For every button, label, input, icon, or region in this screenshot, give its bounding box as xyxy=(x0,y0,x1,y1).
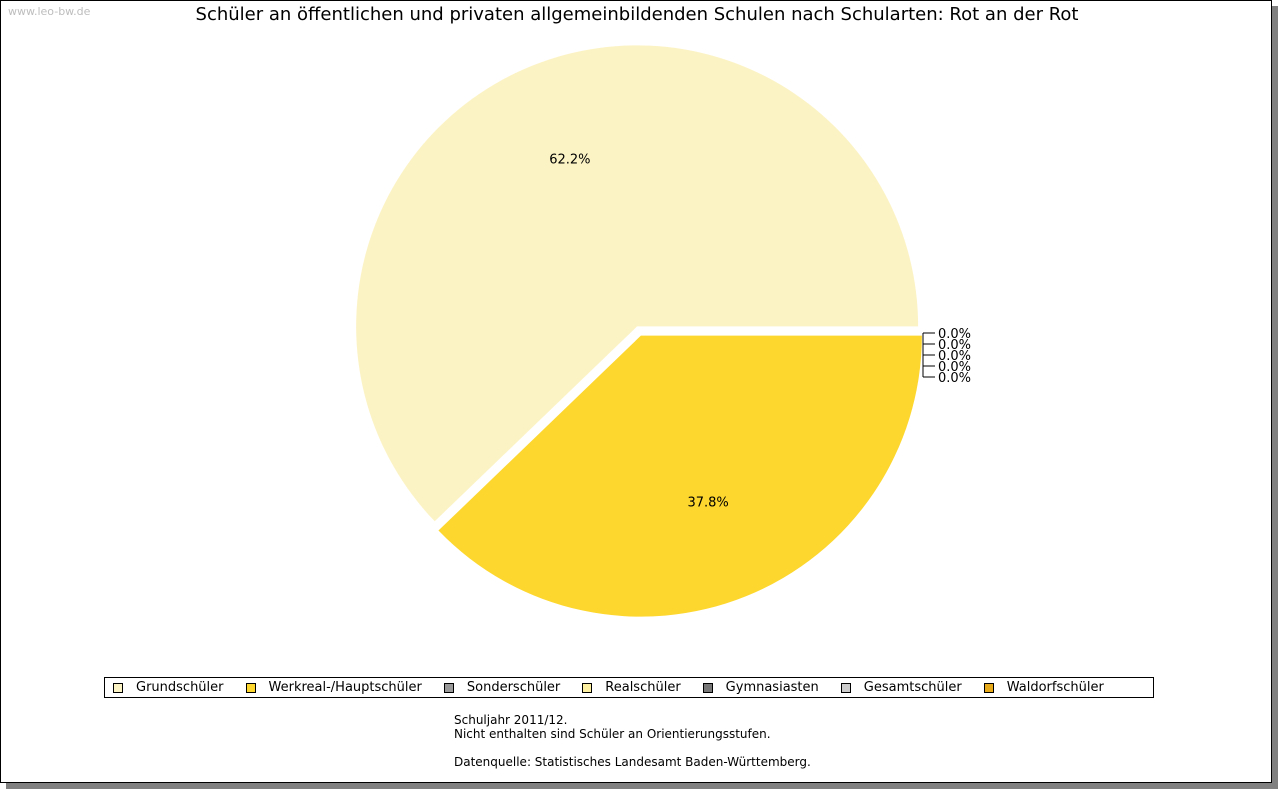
note-school-year: Schuljahr 2011/12. xyxy=(454,713,568,727)
slice-label: 0.0% xyxy=(938,327,971,342)
note-exclusion: Nicht enthalten sind Schüler an Orientie… xyxy=(454,727,771,741)
legend-label: Sonderschüler xyxy=(466,680,561,695)
note-data-source: Datenquelle: Statistisches Landesamt Bad… xyxy=(454,755,811,769)
legend-item-gymnasiasten: Gymnasiasten xyxy=(702,680,819,695)
legend-label: Realschüler xyxy=(605,680,681,695)
pie-chart: 62.2%37.8%0.0%0.0%0.0%0.0%0.0% xyxy=(356,45,971,617)
legend-swatch xyxy=(983,682,994,693)
slice-label: 0.0% xyxy=(938,349,971,364)
legend-item-waldorfschueler: Waldorfschüler xyxy=(983,680,1104,695)
legend-label: Waldorfschüler xyxy=(1006,680,1104,695)
legend-swatch xyxy=(702,682,713,693)
pie-slice xyxy=(356,45,919,522)
legend-item-grundschueler: Grundschüler xyxy=(113,680,224,695)
legend-swatch xyxy=(113,682,123,693)
legend-swatch xyxy=(840,682,851,693)
legend-label: Gesamtschüler xyxy=(863,680,962,695)
legend-swatch xyxy=(443,682,454,693)
legend-label: Gymnasiasten xyxy=(725,680,819,695)
legend-item-sonderschueler: Sonderschüler xyxy=(443,680,561,695)
legend: Grundschüler Werkreal-/Hauptschüler Sond… xyxy=(104,677,1154,698)
slice-label: 0.0% xyxy=(938,338,971,353)
legend-swatch xyxy=(245,682,256,693)
pie-slice xyxy=(438,335,922,617)
slice-label: 62.2% xyxy=(549,153,590,168)
legend-label: Werkreal-/Hauptschüler xyxy=(268,680,422,695)
chart-notes: Schuljahr 2011/12. Nicht enthalten sind … xyxy=(454,713,811,769)
slice-label: 0.0% xyxy=(938,371,971,386)
watermark: www.leo-bw.de xyxy=(8,5,91,18)
legend-item-werkreal-hauptschueler: Werkreal-/Hauptschüler xyxy=(245,680,422,695)
legend-item-gesamtschueler: Gesamtschüler xyxy=(840,680,962,695)
slice-label: 37.8% xyxy=(687,495,728,510)
chart-title: Schüler an öffentlichen und privaten all… xyxy=(195,4,1079,25)
legend-swatch xyxy=(582,682,593,693)
slice-label: 0.0% xyxy=(938,360,971,375)
legend-label: Grundschüler xyxy=(136,680,224,695)
legend-item-realschueler: Realschüler xyxy=(582,680,681,695)
